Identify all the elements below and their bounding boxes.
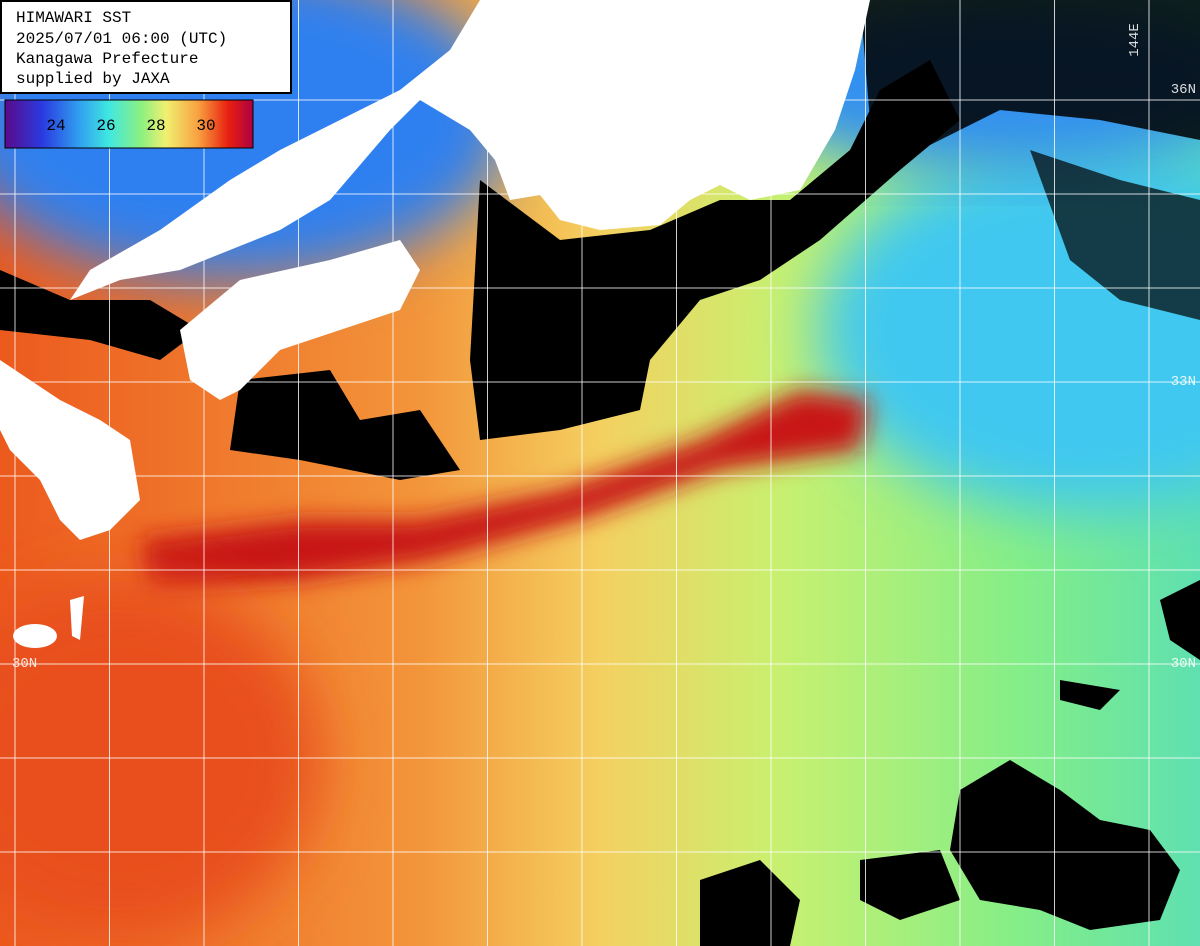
cloud (230, 370, 460, 480)
cloud (0, 270, 200, 360)
longitude-label: 144E (1127, 23, 1143, 57)
title-line: 2025/07/01 06:00 (UTC) (16, 30, 227, 48)
colorbar (4, 99, 254, 149)
title-line: Kanagawa Prefecture (16, 50, 198, 68)
latitude-label: 30N (12, 656, 37, 672)
land-honshu (70, 0, 870, 300)
kuroshio-current (140, 390, 870, 590)
title-line: supplied by JAXA (16, 70, 170, 88)
colorbar-label: 24 (46, 117, 65, 135)
cloud (860, 0, 1200, 150)
colorbar-label: 26 (96, 117, 115, 135)
latitude-label: 33N (1171, 374, 1196, 390)
latitude-label: 36N (1171, 82, 1196, 98)
cloud (950, 760, 1180, 930)
title-line: HIMAWARI SST (16, 9, 131, 27)
land-island (13, 624, 57, 648)
cloud (700, 860, 800, 946)
land-kyushu (0, 360, 140, 540)
cloud (1160, 580, 1200, 660)
cloud (470, 60, 960, 440)
land-shikoku (180, 240, 420, 400)
colorbar-label: 30 (196, 117, 215, 135)
cloud (860, 850, 960, 920)
warm-water (0, 580, 320, 940)
colorbar-label: 28 (146, 117, 165, 135)
cloud (1060, 680, 1120, 710)
title-box (0, 0, 292, 94)
cloud (1030, 150, 1200, 320)
latitude-label: 30N (1171, 656, 1196, 672)
land-island (70, 596, 84, 640)
